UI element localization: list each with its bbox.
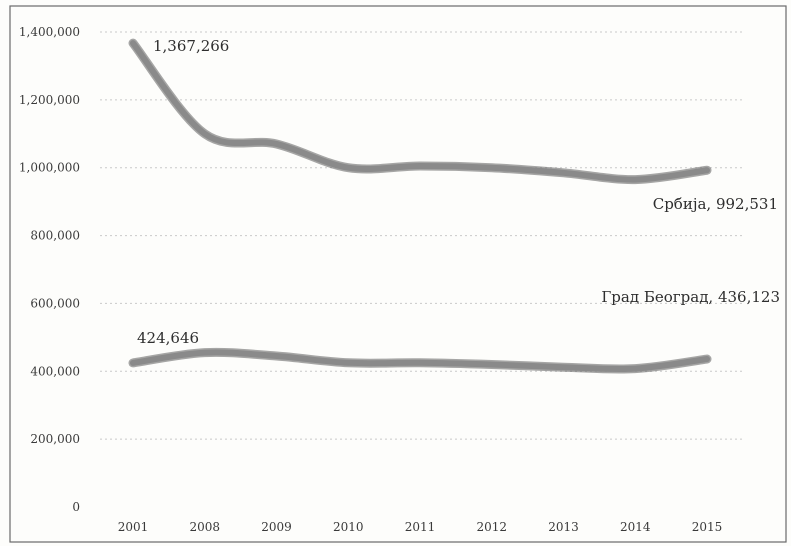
data-labels-group: 1,367,266 Србија, 992,531 424,646 Град Беог… bbox=[137, 37, 780, 347]
data-point bbox=[633, 178, 637, 182]
series-group bbox=[128, 38, 712, 374]
data-point bbox=[705, 357, 709, 361]
data-point bbox=[203, 132, 207, 136]
data-point bbox=[705, 168, 709, 172]
x-tick-label: 2010 bbox=[333, 520, 364, 534]
data-label-first: 424,646 bbox=[137, 329, 199, 347]
x-tick-label: 2013 bbox=[548, 520, 579, 534]
data-point bbox=[275, 354, 278, 358]
data-label-last: Град Београд, 436,123 bbox=[601, 288, 780, 306]
data-point bbox=[131, 41, 135, 45]
y-axis-ticks: 0 200,000 400,000 600,000 800,000 1,000,000 1,… bbox=[19, 25, 80, 514]
series-line-srbija bbox=[130, 40, 710, 183]
y-tick-label: 1,400,000 bbox=[19, 25, 80, 39]
data-point bbox=[275, 142, 278, 146]
data-point bbox=[346, 166, 350, 170]
x-tick-label: 2015 bbox=[692, 520, 723, 534]
data-point bbox=[490, 166, 494, 170]
data-point bbox=[131, 361, 135, 365]
x-tick-label: 2014 bbox=[620, 520, 651, 534]
y-tick-label: 600,000 bbox=[30, 296, 80, 310]
data-point bbox=[490, 363, 494, 366]
y-tick-label: 200,000 bbox=[30, 432, 80, 446]
x-tick-label: 2009 bbox=[261, 520, 292, 534]
data-point bbox=[418, 361, 422, 365]
grid-lines bbox=[100, 31, 745, 440]
series-line-shadow bbox=[128, 38, 712, 185]
y-tick-label: 400,000 bbox=[30, 364, 80, 378]
data-point bbox=[203, 351, 207, 355]
data-point bbox=[346, 361, 350, 365]
data-point bbox=[633, 367, 637, 371]
chart-frame bbox=[9, 5, 787, 543]
data-label-last: Србија, 992,531 bbox=[653, 195, 778, 213]
y-tick-label: 1,200,000 bbox=[19, 93, 80, 107]
x-tick-label: 2001 bbox=[118, 520, 149, 534]
data-point bbox=[418, 164, 422, 168]
y-tick-label: 800,000 bbox=[30, 229, 80, 243]
x-axis-ticks: 2001 2008 2009 2010 2011 2012 2013 2014 2015 bbox=[118, 520, 723, 534]
data-label-first: 1,367,266 bbox=[153, 37, 229, 55]
x-tick-label: 2011 bbox=[405, 520, 436, 534]
x-tick-label: 2008 bbox=[189, 520, 220, 534]
data-point bbox=[562, 365, 565, 369]
y-tick-label: 0 bbox=[72, 500, 80, 514]
x-tick-label: 2012 bbox=[476, 520, 507, 534]
y-tick-label: 1,000,000 bbox=[19, 161, 80, 175]
data-point bbox=[562, 171, 565, 175]
